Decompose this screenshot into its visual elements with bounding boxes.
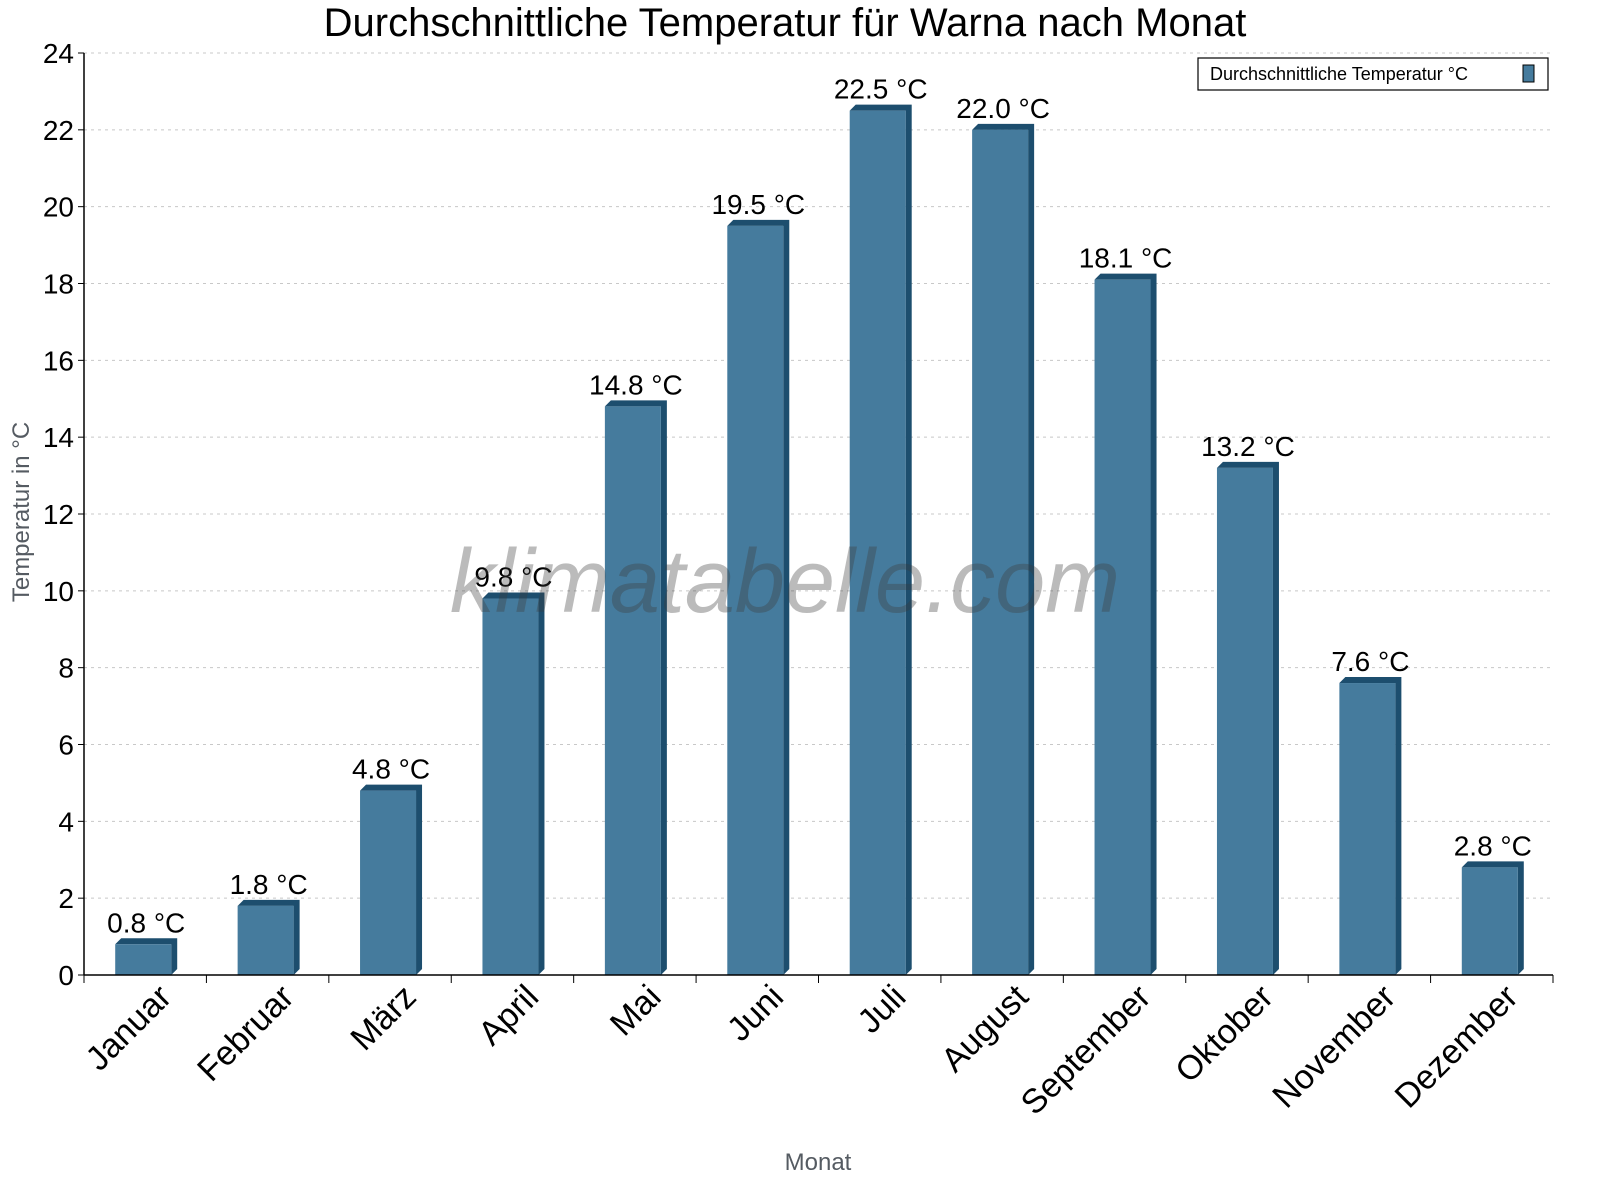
y-tick-label: 24 <box>43 38 74 69</box>
data-label: 1.8 °C <box>230 869 308 900</box>
data-label: 2.8 °C <box>1454 830 1532 861</box>
data-label: 22.5 °C <box>834 74 928 105</box>
x-tick-label: März <box>343 978 423 1058</box>
bars: 0.8 °C 1.8 °C 4.8 °C 9.8 °C 14.8 °C 19.5 °C 22… <box>107 74 1532 976</box>
y-tick-label: 12 <box>43 499 74 530</box>
y-tick-label: 18 <box>43 269 74 300</box>
data-label: 4.8 °C <box>352 754 430 785</box>
y-tick-label: 20 <box>43 192 74 223</box>
y-tick-label: 2 <box>58 883 74 914</box>
legend-swatch <box>1522 64 1535 83</box>
grid <box>84 52 1553 899</box>
bar <box>727 225 784 975</box>
watermark: klimatabelle.com <box>450 532 1120 632</box>
y-tick-label: 0 <box>58 960 74 991</box>
legend-box <box>1197 57 1549 91</box>
data-label: 14.8 °C <box>589 369 683 400</box>
y-tick-label: 16 <box>43 345 74 376</box>
y-axis-label: Temperatur in °C <box>8 422 35 602</box>
x-tick-label: August <box>934 977 1036 1079</box>
x-tick-label: September <box>1014 978 1158 1122</box>
data-label: 18.1 °C <box>1079 243 1173 274</box>
y-tick-label: 14 <box>43 422 74 453</box>
bar <box>115 944 172 975</box>
bar <box>972 129 1029 976</box>
data-label: 13.2 °C <box>1201 431 1295 462</box>
bar <box>1339 683 1396 975</box>
bar <box>482 598 539 975</box>
bar <box>604 406 661 975</box>
y-tick-label: 4 <box>58 806 74 837</box>
data-label: 19.5 °C <box>711 189 805 220</box>
data-label: 22.0 °C <box>956 93 1050 124</box>
x-tick-label: Februar <box>190 978 301 1089</box>
bar <box>237 905 294 975</box>
legend: Durchschnittliche Temperatur °C <box>1197 57 1549 91</box>
x-tick-label: April <box>471 978 546 1053</box>
bar <box>1461 867 1518 975</box>
bar <box>1216 467 1273 975</box>
y-tick-label: 8 <box>58 653 74 684</box>
x-axis-label: Monat <box>785 1149 852 1176</box>
legend-label: Durchschnittliche Temperatur °C <box>1210 64 1468 84</box>
x-tick-label: Juli <box>850 978 913 1041</box>
x-tick-label: Dezember <box>1388 978 1526 1116</box>
data-label: 0.8 °C <box>107 907 185 938</box>
bar <box>849 110 906 975</box>
bar <box>1094 279 1151 975</box>
y-tick-label: 22 <box>43 115 74 146</box>
bar-shadow <box>115 938 178 975</box>
x-tick-label: November <box>1265 978 1403 1116</box>
x-tick-label: Juni <box>720 978 791 1049</box>
bar <box>360 790 417 975</box>
x-tick-label: Oktober <box>1168 978 1280 1090</box>
chart-title: Durchschnittliche Temperatur für Warna n… <box>324 1 1247 45</box>
y-tick-label: 6 <box>58 730 74 761</box>
data-label: 7.6 °C <box>1331 646 1409 677</box>
y-tick-label: 10 <box>43 576 74 607</box>
x-tick-label: Mai <box>603 978 669 1044</box>
x-tick-label: Januar <box>78 978 178 1078</box>
data-label: 9.8 °C <box>474 562 552 593</box>
